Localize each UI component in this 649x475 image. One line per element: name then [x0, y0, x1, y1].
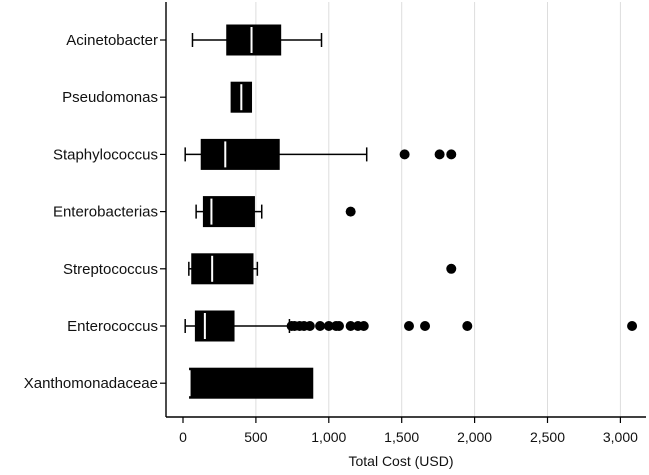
x-tick-label-3000: 3,000: [603, 429, 638, 445]
category-label-enterococcus: Enterococcus: [67, 318, 158, 335]
outlier-enterococcus-12: [403, 321, 414, 331]
box-staphylococcus: [200, 138, 280, 170]
outlier-enterococcus-11: [358, 321, 369, 331]
plot-layer: [184, 24, 638, 399]
outlier-staphylococcus-0: [399, 149, 410, 160]
box-group-xanthomonadaceae: [188, 367, 314, 399]
x-axis-title: Total Cost (USD): [348, 453, 453, 469]
box-group-pseudomonas: [230, 81, 253, 113]
x-tick-label-2000: 2,000: [457, 429, 492, 445]
outlier-enterobacterias-0: [345, 206, 356, 217]
outlier-enterococcus-14: [462, 321, 473, 331]
outlier-enterococcus-9: [345, 321, 356, 331]
outlier-enterococcus-8: [334, 321, 345, 331]
category-label-acinetobacter: Acinetobacter: [66, 32, 158, 49]
axis-layer: [165, 2, 646, 418]
box-acinetobacter: [226, 24, 282, 56]
outlier-streptococcus-0: [446, 263, 457, 274]
outlier-staphylococcus-1: [434, 149, 445, 160]
outlier-enterococcus-13: [420, 321, 431, 331]
category-label-staphylococcus: Staphylococcus: [53, 146, 158, 163]
category-label-streptococcus: Streptococcus: [63, 261, 158, 278]
grid-layer: [255, 2, 621, 417]
box-group-acinetobacter: [191, 24, 323, 56]
outlier-enterococcus-6: [323, 321, 334, 331]
box-streptococcus: [191, 253, 254, 285]
box-xanthomonadaceae: [189, 367, 314, 399]
x-tick-label-500: 500: [244, 429, 268, 445]
category-label-pseudomonas: Pseudomonas: [62, 89, 158, 106]
x-tick-label-0: 0: [179, 429, 187, 445]
x-tick-label-2500: 2,500: [530, 429, 565, 445]
category-label-xanthomonadaceae: Xanthomonadaceae: [24, 375, 158, 392]
box-group-enterococcus: [184, 310, 638, 342]
box-group-staphylococcus: [184, 138, 457, 170]
outlier-enterococcus-15: [627, 321, 638, 331]
outlier-staphylococcus-2: [446, 149, 457, 160]
box-group-enterobacterias: [195, 196, 356, 228]
category-label-enterobacterias: Enterobacterias: [53, 204, 158, 221]
outlier-enterococcus-4: [304, 321, 315, 331]
box-group-streptococcus: [188, 253, 457, 285]
x-tick-label-1000: 1,000: [311, 429, 346, 445]
outlier-enterococcus-5: [315, 321, 326, 331]
box-enterococcus: [194, 310, 235, 342]
label-layer: 0 500 1,000 1,500 2,000 2,500 3,000 Acinetobact…: [24, 32, 638, 445]
x-tick-label-1500: 1,500: [384, 429, 419, 445]
